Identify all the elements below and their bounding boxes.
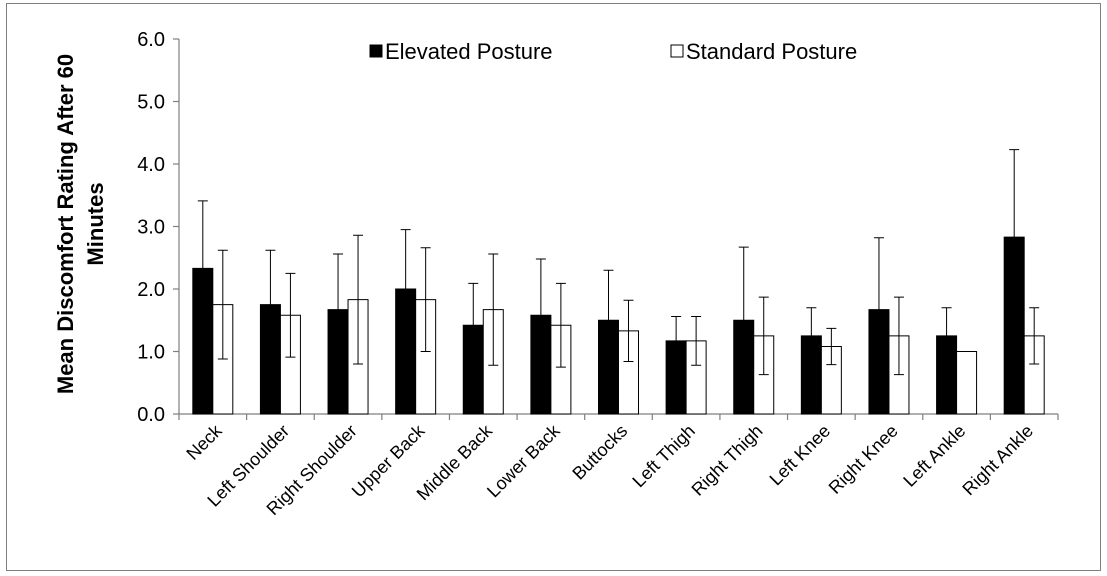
y-tick-label: 1.0 [137,342,165,364]
legend-label-elevated: Elevated Posture [385,39,553,64]
legend-swatch-elevated [369,44,383,58]
bar-standard [956,351,978,415]
x-category-label: Buttocks [568,421,631,484]
x-category-label: Left Ankle [899,421,969,491]
y-axis-title-line-2: Minutes [83,182,108,265]
x-category-label: Neck [182,420,226,464]
bar-chart: Mean Discomfort Rating After 60 Minutes … [53,29,1059,519]
y-axis-title: Mean Discomfort Rating After 60 Minutes [53,54,108,394]
y-tick-label: 5.0 [137,92,165,114]
x-category-label: Lower Back [483,420,564,501]
y-tick-label: 6.0 [137,29,165,51]
legend-swatch-standard [670,44,684,58]
chart-frame: Mean Discomfort Rating After 60 Minutes … [6,3,1101,571]
y-axis-title-line-1: Mean Discomfort Rating After 60 [53,54,78,394]
x-category-label: Left Thigh [628,421,699,492]
y-tick-label: 2.0 [137,279,165,301]
x-category-label: Right Ankle [958,421,1037,500]
y-tick-label: 0.0 [137,404,165,426]
legend: Elevated Posture Standard Posture [369,39,857,64]
x-category-label: Right Thigh [688,421,767,500]
legend-label-standard: Standard Posture [686,39,857,64]
y-tick-label: 3.0 [137,217,165,239]
x-category-label: Right Knee [825,421,902,498]
x-category-label: Left Knee [766,421,835,490]
y-tick-label: 4.0 [137,154,165,176]
